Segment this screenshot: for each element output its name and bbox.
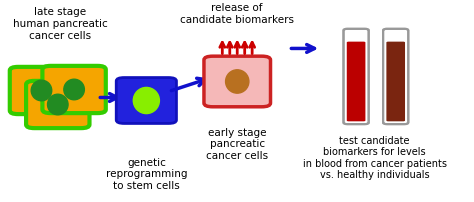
Text: late stage
human pancreatic
cancer cells: late stage human pancreatic cancer cells	[13, 7, 108, 40]
Ellipse shape	[226, 70, 249, 94]
Ellipse shape	[47, 95, 68, 115]
Text: early stage
pancreatic
cancer cells: early stage pancreatic cancer cells	[206, 127, 268, 160]
FancyBboxPatch shape	[386, 42, 405, 122]
Ellipse shape	[133, 88, 159, 114]
FancyBboxPatch shape	[26, 81, 90, 128]
FancyBboxPatch shape	[10, 67, 73, 115]
FancyBboxPatch shape	[344, 30, 369, 124]
FancyBboxPatch shape	[347, 42, 365, 122]
Ellipse shape	[64, 80, 84, 100]
FancyBboxPatch shape	[116, 78, 176, 124]
Text: genetic
reprogramming
to stem cells: genetic reprogramming to stem cells	[106, 157, 187, 190]
FancyBboxPatch shape	[204, 57, 271, 107]
Text: release of
candidate biomarkers: release of candidate biomarkers	[180, 3, 294, 25]
Text: test candidate
biomarkers for levels
in blood from cancer patients
vs. healthy i: test candidate biomarkers for levels in …	[303, 135, 447, 179]
Ellipse shape	[31, 81, 52, 101]
FancyBboxPatch shape	[42, 66, 106, 114]
FancyBboxPatch shape	[383, 30, 408, 124]
